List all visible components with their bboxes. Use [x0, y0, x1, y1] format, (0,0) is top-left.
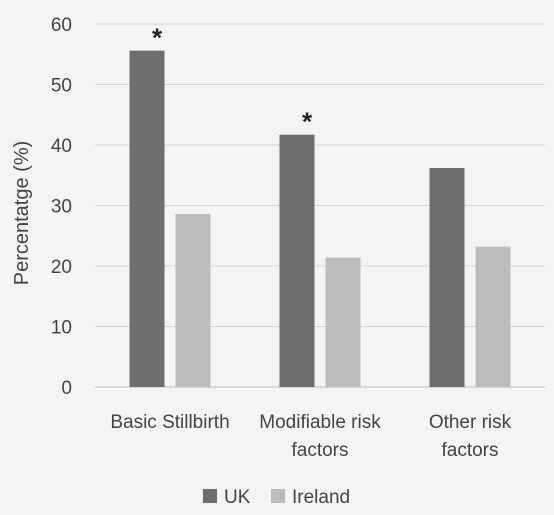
bar-ireland-0	[175, 213, 211, 387]
legend-label-ireland: Ireland	[292, 487, 350, 508]
significance-annotations: **	[152, 23, 313, 137]
bar-uk-1	[279, 134, 315, 387]
x-category-label: Other risk factors	[429, 412, 512, 461]
y-tick-label: 60	[51, 15, 72, 36]
y-tick-label: 30	[51, 197, 72, 218]
x-category-label: Basic Stillbirth	[110, 412, 229, 433]
y-tick-label: 10	[51, 318, 72, 339]
y-tick-label: 20	[51, 257, 72, 278]
legend-label-uk: UK	[224, 487, 251, 508]
x-category-label: Modifiable risk factors	[259, 412, 381, 461]
bar-uk-2	[429, 167, 465, 387]
legend-swatch-ireland	[271, 489, 285, 503]
legend: UK Ireland	[203, 487, 350, 508]
y-tick-label: 0	[61, 378, 72, 399]
bar-uk-0	[129, 50, 165, 388]
legend-swatch-uk	[203, 489, 217, 503]
y-tick-label: 50	[51, 76, 72, 97]
y-tick-label: 40	[51, 136, 72, 157]
bars	[129, 50, 511, 388]
bar-ireland-2	[475, 246, 511, 387]
significance-asterisk: *	[302, 107, 313, 137]
bar-ireland-1	[325, 257, 361, 387]
y-axis-tick-labels: 0 10 20 30 40 50 60	[51, 15, 72, 399]
x-axis-category-labels: Basic Stillbirth Modifiable risk factors Ot…	[110, 412, 511, 461]
y-axis-title: Percentatge (%)	[11, 141, 33, 286]
gridlines	[95, 23, 545, 388]
significance-asterisk: *	[152, 23, 163, 53]
